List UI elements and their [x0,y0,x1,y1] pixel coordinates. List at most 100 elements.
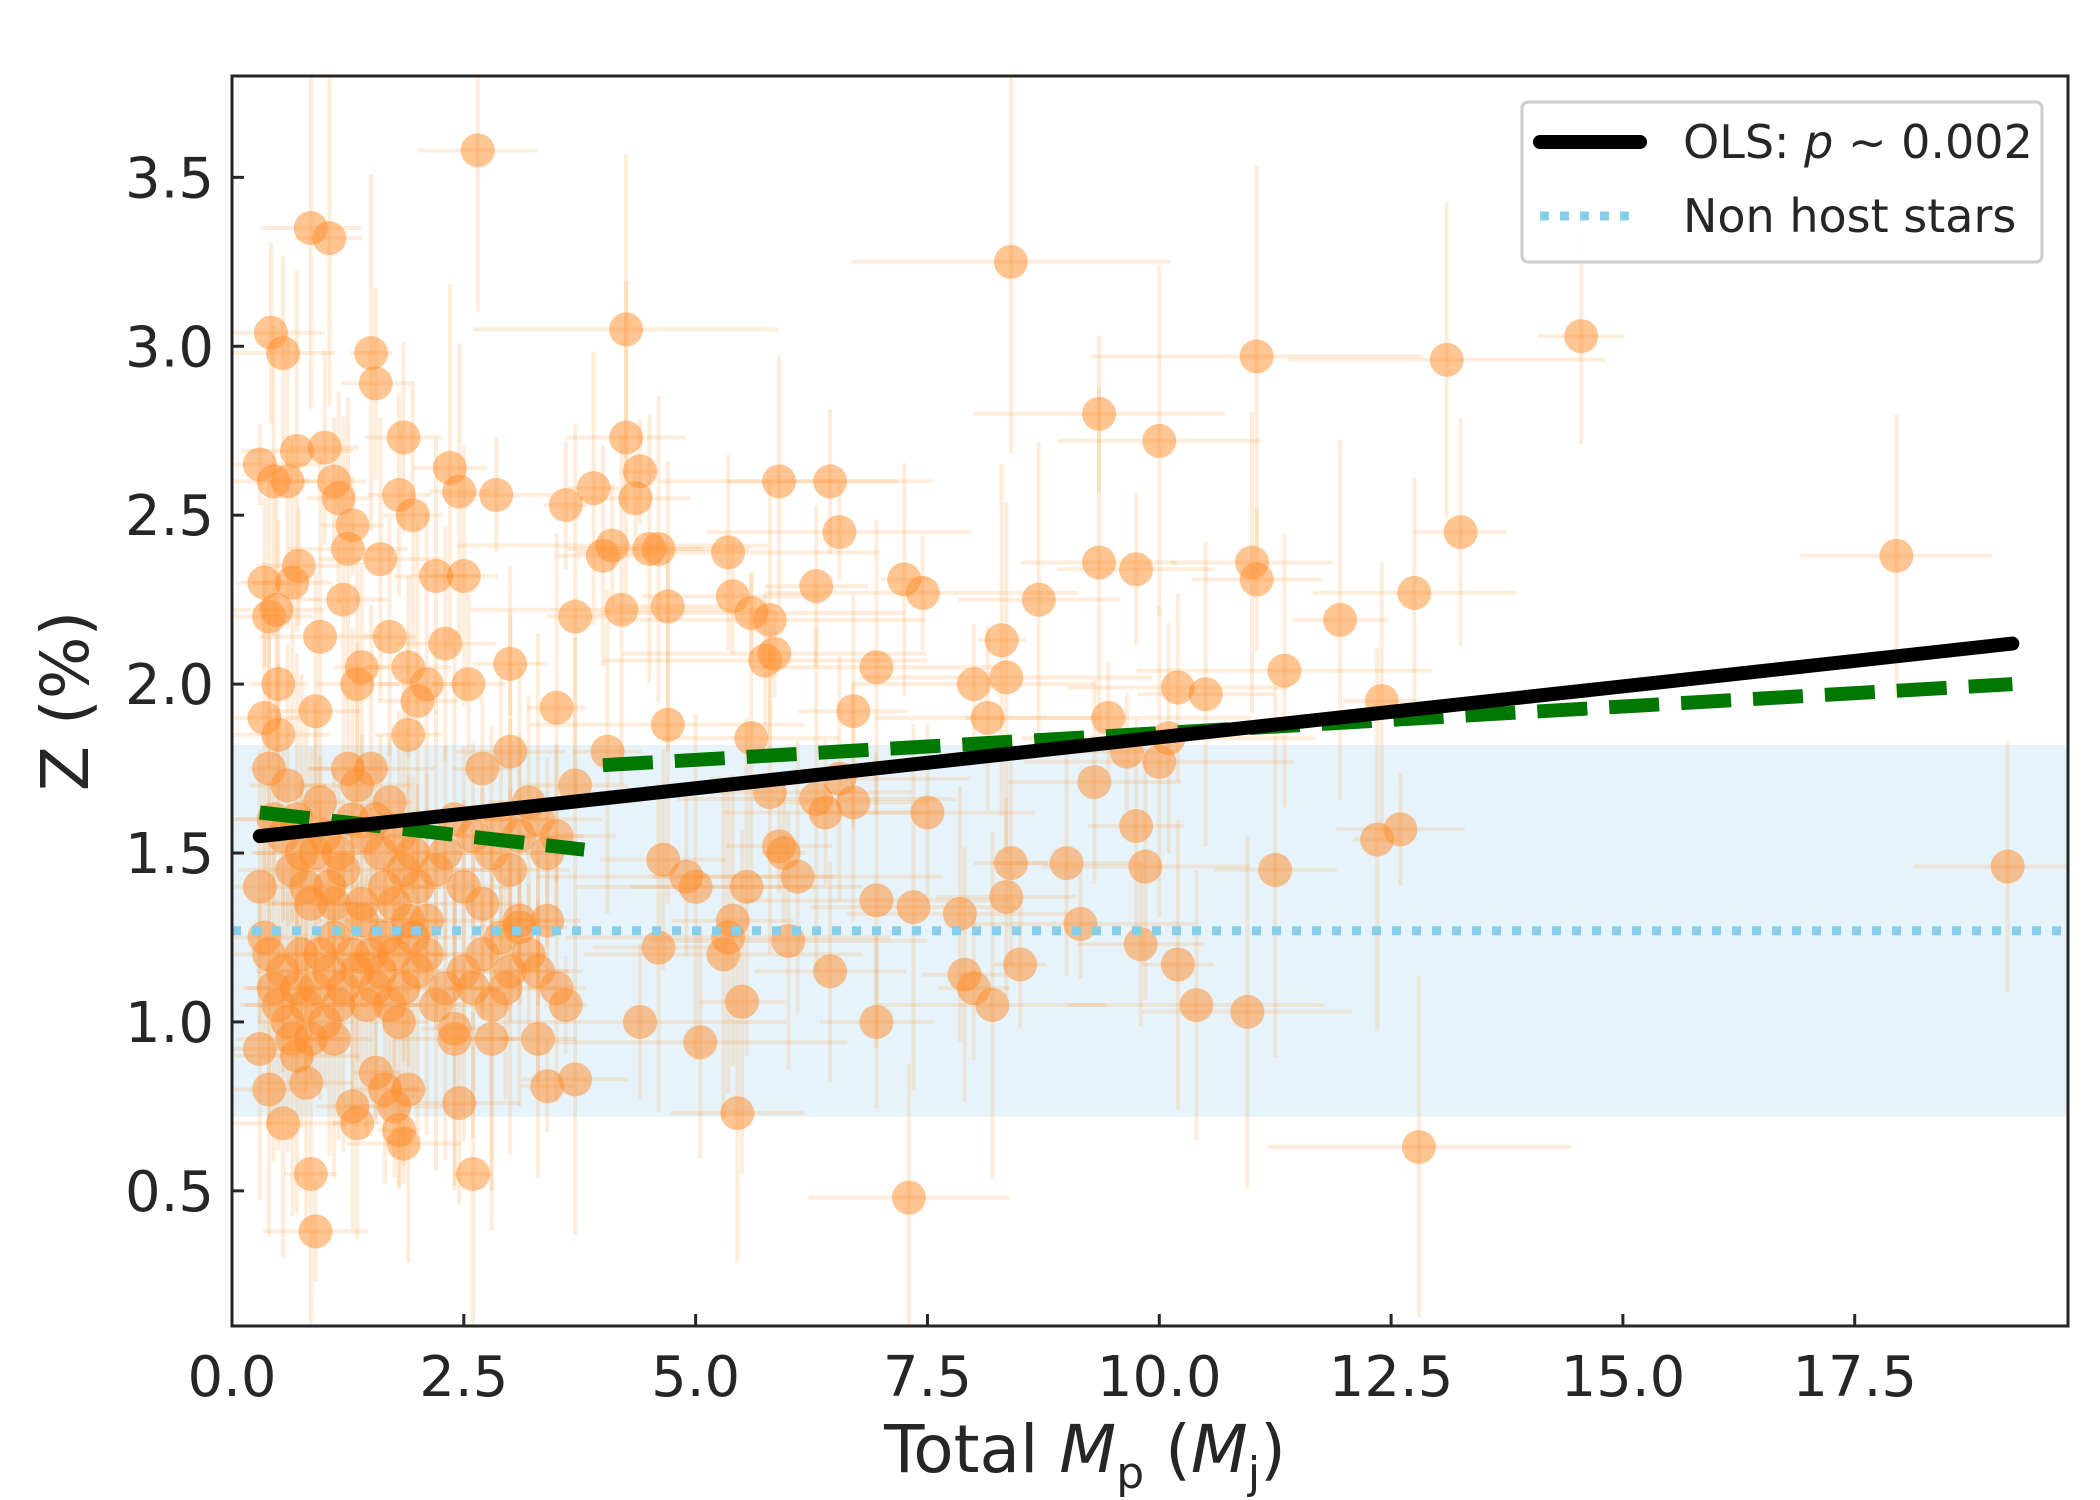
data-point [419,559,453,593]
data-point [460,133,495,168]
data-point [720,1096,755,1131]
data-point [813,464,848,499]
x-tick-label: 17.5 [1792,1345,1917,1410]
data-point [942,896,977,931]
piecewise-fit-segment [602,677,2013,773]
data-point [409,667,444,702]
x-axis-label-prefix: Total [883,1411,1059,1488]
data-point [1230,994,1265,1029]
data-point [808,795,843,830]
data-point [683,1025,718,1060]
piecewise-fit-segment [259,805,586,857]
data-point [1160,670,1195,705]
data-point [989,879,1024,914]
data-point [298,1214,333,1249]
data-point [307,430,342,465]
data-point [409,937,444,972]
data-point [1188,677,1223,712]
data-point [1383,812,1418,847]
data-point [242,1031,277,1066]
data-point [456,1156,491,1191]
data-point [799,569,834,604]
data-point [711,535,746,570]
legend-ols-label-prefix: OLS: [1683,115,1804,169]
data-point [1267,653,1302,688]
data-point [641,531,676,566]
data-point [1049,846,1084,881]
data-point [609,312,644,347]
data-point [1077,765,1112,800]
data-point [1879,538,1914,573]
data-point [474,1021,509,1056]
data-point [1990,849,2025,884]
data-point [1564,319,1599,354]
data-point [905,575,940,610]
data-point [391,1072,426,1107]
x-axis-label-open: ( [1144,1411,1191,1488]
data-point [1063,906,1098,941]
data-point [970,700,1005,735]
data-point [451,667,486,702]
data-point [312,221,347,256]
data-point [386,420,421,455]
data-point [270,768,305,803]
data-point [548,988,583,1023]
data-point [1397,575,1432,610]
data-point [354,336,389,371]
data-point [530,1069,565,1104]
data-point [891,1180,926,1215]
data-point [618,481,653,516]
data-point [386,1126,421,1161]
data-point [340,1106,375,1141]
data-point [293,1156,328,1191]
data-point [609,420,644,455]
data-point [1160,947,1195,982]
data-point [558,599,593,634]
y-tick-label: 0.5 [125,1160,214,1225]
data-point [1128,849,1163,884]
data-point [678,869,713,904]
data-point [558,1062,593,1097]
data-point [395,498,430,533]
y-tick-label: 2.5 [125,484,214,549]
data-point [989,660,1024,695]
data-point [1091,700,1126,735]
data-point [493,734,528,769]
x-tick-label: 15.0 [1561,1345,1686,1410]
data-point [650,589,685,624]
data-point [993,846,1028,881]
data-point [1082,545,1116,580]
x-tick-label: 10.0 [1097,1345,1222,1410]
data-point [270,464,305,499]
data-point [354,751,389,786]
y-axis-ticks: 0.5 1.0 1.5 2.0 2.5 3.0 3.5 [125,146,244,1225]
data-point [984,623,1019,658]
data-point [428,626,463,661]
data-point [252,1072,287,1107]
x-axis-label-unit: M [1191,1411,1248,1488]
data-point [1082,396,1116,431]
data-point [859,1004,894,1039]
x-axis-label-m-sub: p [1116,1448,1144,1499]
legend-ols-label: OLS: p ~ 0.002 [1683,115,2033,169]
y-tick-label: 2.0 [125,653,214,718]
data-point [780,859,815,894]
data-point [993,244,1028,279]
data-point [279,434,314,468]
data-point [465,751,500,786]
data-point [1003,947,1038,982]
data-point [247,565,282,600]
data-point [266,1106,300,1141]
data-point [1429,342,1464,377]
data-point [1123,927,1158,962]
ols-fit-line [252,636,2020,844]
data-point [604,592,639,627]
legend-ols-label-p: p [1803,115,1833,169]
data-point [975,988,1010,1023]
data-point [623,454,657,489]
data-point [836,694,871,729]
data-point [372,619,407,654]
data-point [641,930,676,965]
plot-frame [230,74,2070,1328]
